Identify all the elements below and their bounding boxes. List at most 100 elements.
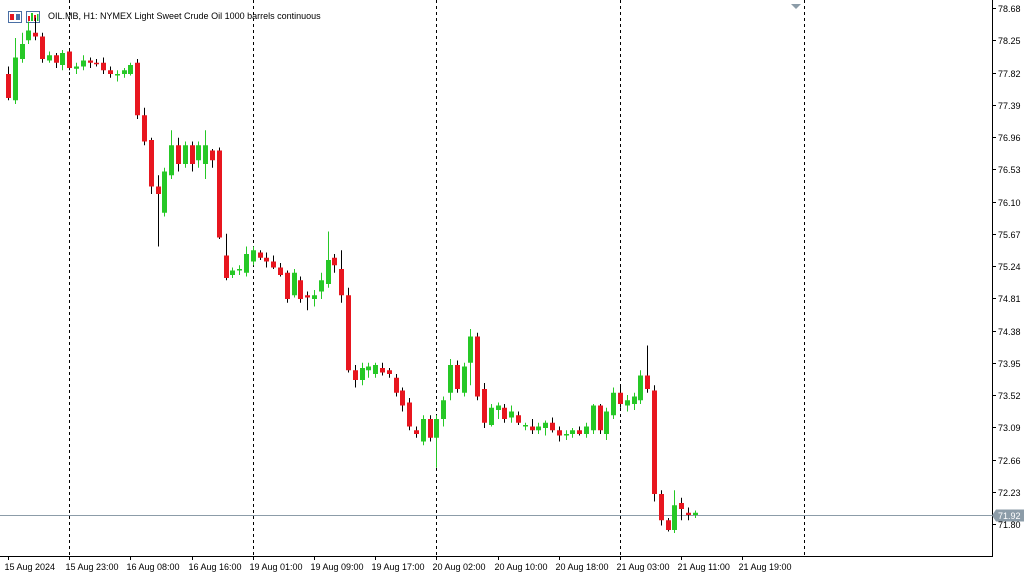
candle-body [686, 512, 691, 515]
price-tick-label: 75.24 [998, 262, 1021, 272]
candle [244, 246, 249, 277]
candle [210, 149, 215, 168]
price-tick-label: 76.96 [998, 133, 1021, 143]
candle-body [312, 295, 317, 299]
candle-body [625, 400, 630, 406]
candle-body [196, 145, 201, 161]
candle-body [550, 422, 555, 431]
price-tick-label: 73.52 [998, 391, 1021, 401]
candle [645, 345, 650, 393]
candle [428, 415, 433, 442]
candle-body [577, 430, 582, 434]
price-tick-label: 76.10 [998, 198, 1021, 208]
candle [516, 411, 521, 425]
candle-body [516, 415, 521, 423]
candle-body [618, 392, 623, 404]
candle [373, 362, 378, 378]
candle-body [482, 389, 487, 423]
chart-title: OIL.MB, H1: NYMEX Light Sweet Crude Oil … [48, 11, 321, 21]
candle-body [169, 145, 174, 176]
candle [54, 53, 59, 68]
candle [366, 362, 371, 378]
candle [156, 175, 161, 247]
candle [60, 50, 65, 71]
candle-body [632, 396, 637, 404]
candle-body [455, 365, 460, 389]
one-click-trading-icon[interactable] [8, 10, 22, 23]
candle [162, 167, 167, 217]
candle-body [652, 390, 657, 494]
chart-shift-marker-icon[interactable] [791, 4, 801, 9]
candle [101, 57, 106, 74]
candle-body [332, 257, 337, 266]
time-tick-label: 19 Aug 17:00 [372, 562, 425, 572]
session-separators [69, 0, 805, 556]
candle-body [101, 62, 106, 71]
time-tick-label: 19 Aug 01:00 [250, 562, 303, 572]
candle [258, 250, 263, 260]
time-tick-label: 20 Aug 10:00 [495, 562, 548, 572]
price-tick-label: 72.66 [998, 456, 1021, 466]
candle [380, 362, 385, 376]
candle [176, 137, 181, 172]
candle-body [530, 426, 535, 431]
candle-body [203, 145, 208, 164]
time-axis[interactable]: 15 Aug 2024 15 Aug 23:00 16 Aug 08:00 16 Au… [5, 556, 792, 572]
candle-body [659, 494, 664, 521]
candle-body [224, 255, 229, 278]
candle [686, 507, 691, 521]
candle-body [373, 365, 378, 374]
candle-body [149, 140, 154, 187]
candle-body [434, 419, 439, 438]
candle-body [142, 115, 147, 142]
candle-body [128, 65, 133, 74]
candle-body [666, 520, 671, 530]
price-tick-label: 76.53 [998, 165, 1021, 175]
candle [557, 426, 562, 442]
candle-body [496, 405, 501, 410]
candle-body [285, 272, 290, 299]
candle-body [645, 375, 650, 389]
candle-body [679, 503, 684, 509]
candle [169, 130, 174, 179]
candle-body [591, 405, 596, 431]
candle-body [60, 53, 65, 65]
candle-body [387, 370, 392, 374]
candle [74, 62, 79, 74]
candle [230, 267, 235, 278]
price-tick-label: 78.25 [998, 36, 1021, 46]
candle-body [414, 430, 419, 434]
candle-body [6, 74, 11, 98]
candle-body [13, 57, 18, 101]
candle-body [394, 377, 399, 393]
candle [604, 407, 609, 440]
candle [400, 387, 405, 412]
chart-header: OIL.MB, H1: NYMEX Light Sweet Crude Oil … [8, 8, 321, 24]
time-tick-label: 15 Aug 2024 [5, 562, 56, 572]
candle-body [115, 74, 120, 76]
candle [13, 38, 18, 104]
price-tick-label: 78.68 [998, 4, 1021, 14]
candle-body [604, 411, 609, 434]
price-tick-label: 73.95 [998, 359, 1021, 369]
price-axis[interactable]: 78.68 78.25 77.82 77.39 76.96 76.53 76.10 75.67… [992, 4, 1024, 530]
candle-body [407, 402, 412, 427]
candle [67, 50, 72, 71]
candle-body [441, 400, 446, 419]
candle [618, 385, 623, 408]
price-tick-label: 77.39 [998, 101, 1021, 111]
candle [509, 405, 514, 423]
candle-body [366, 366, 371, 371]
candle [387, 368, 392, 378]
candle [183, 141, 188, 168]
candle [584, 422, 589, 438]
candle [88, 57, 93, 68]
candle-body [400, 390, 405, 406]
candle-body [210, 150, 215, 161]
candle-body [190, 145, 195, 164]
candle-body [251, 250, 256, 262]
bid-price-tag: 71.92 [992, 509, 1024, 522]
candle [577, 426, 582, 436]
candle-body [468, 336, 473, 363]
